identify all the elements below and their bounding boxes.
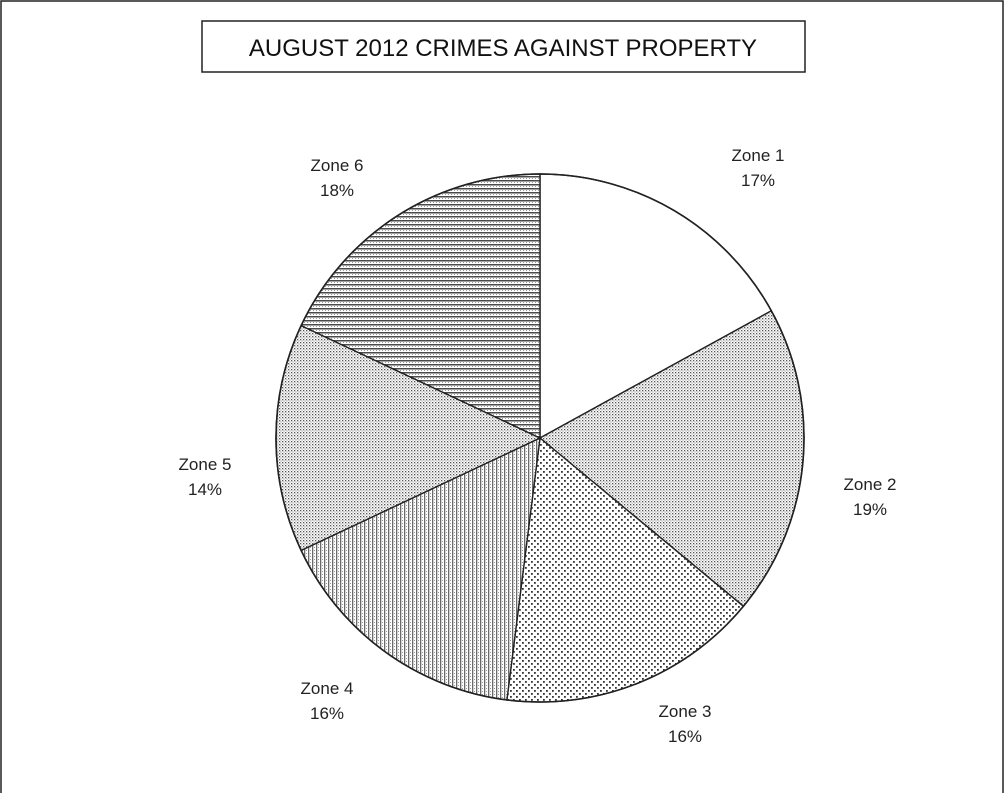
slice-value-zone-3: 16%: [668, 727, 702, 746]
slice-value-zone-5: 14%: [188, 480, 222, 499]
pie-labels: Zone 1 17% Zone 2 19% Zone 3 16% Zone 4 16% Zone…: [179, 146, 897, 746]
pie-slices: [275, 173, 805, 703]
slice-value-zone-1: 17%: [741, 171, 775, 190]
slice-label-zone-5: Zone 5: [179, 455, 232, 474]
title-box: [201, 20, 806, 73]
chart-title: AUGUST 2012 CRIMES AGAINST PROPERTY: [249, 35, 757, 62]
slice-value-zone-4: 16%: [310, 704, 344, 723]
slice-value-zone-2: 19%: [853, 500, 887, 519]
slice-label-zone-3: Zone 3: [659, 702, 712, 721]
pie-outline: [275, 173, 805, 703]
slice-label-zone-1: Zone 1: [732, 146, 785, 165]
slice-value-zone-6: 18%: [320, 181, 354, 200]
pie-slice-outlines: [275, 173, 805, 703]
slice-label-zone-6: Zone 6: [311, 156, 364, 175]
slice-label-zone-2: Zone 2: [844, 475, 897, 494]
slice-label-zone-4: Zone 4: [301, 679, 354, 698]
